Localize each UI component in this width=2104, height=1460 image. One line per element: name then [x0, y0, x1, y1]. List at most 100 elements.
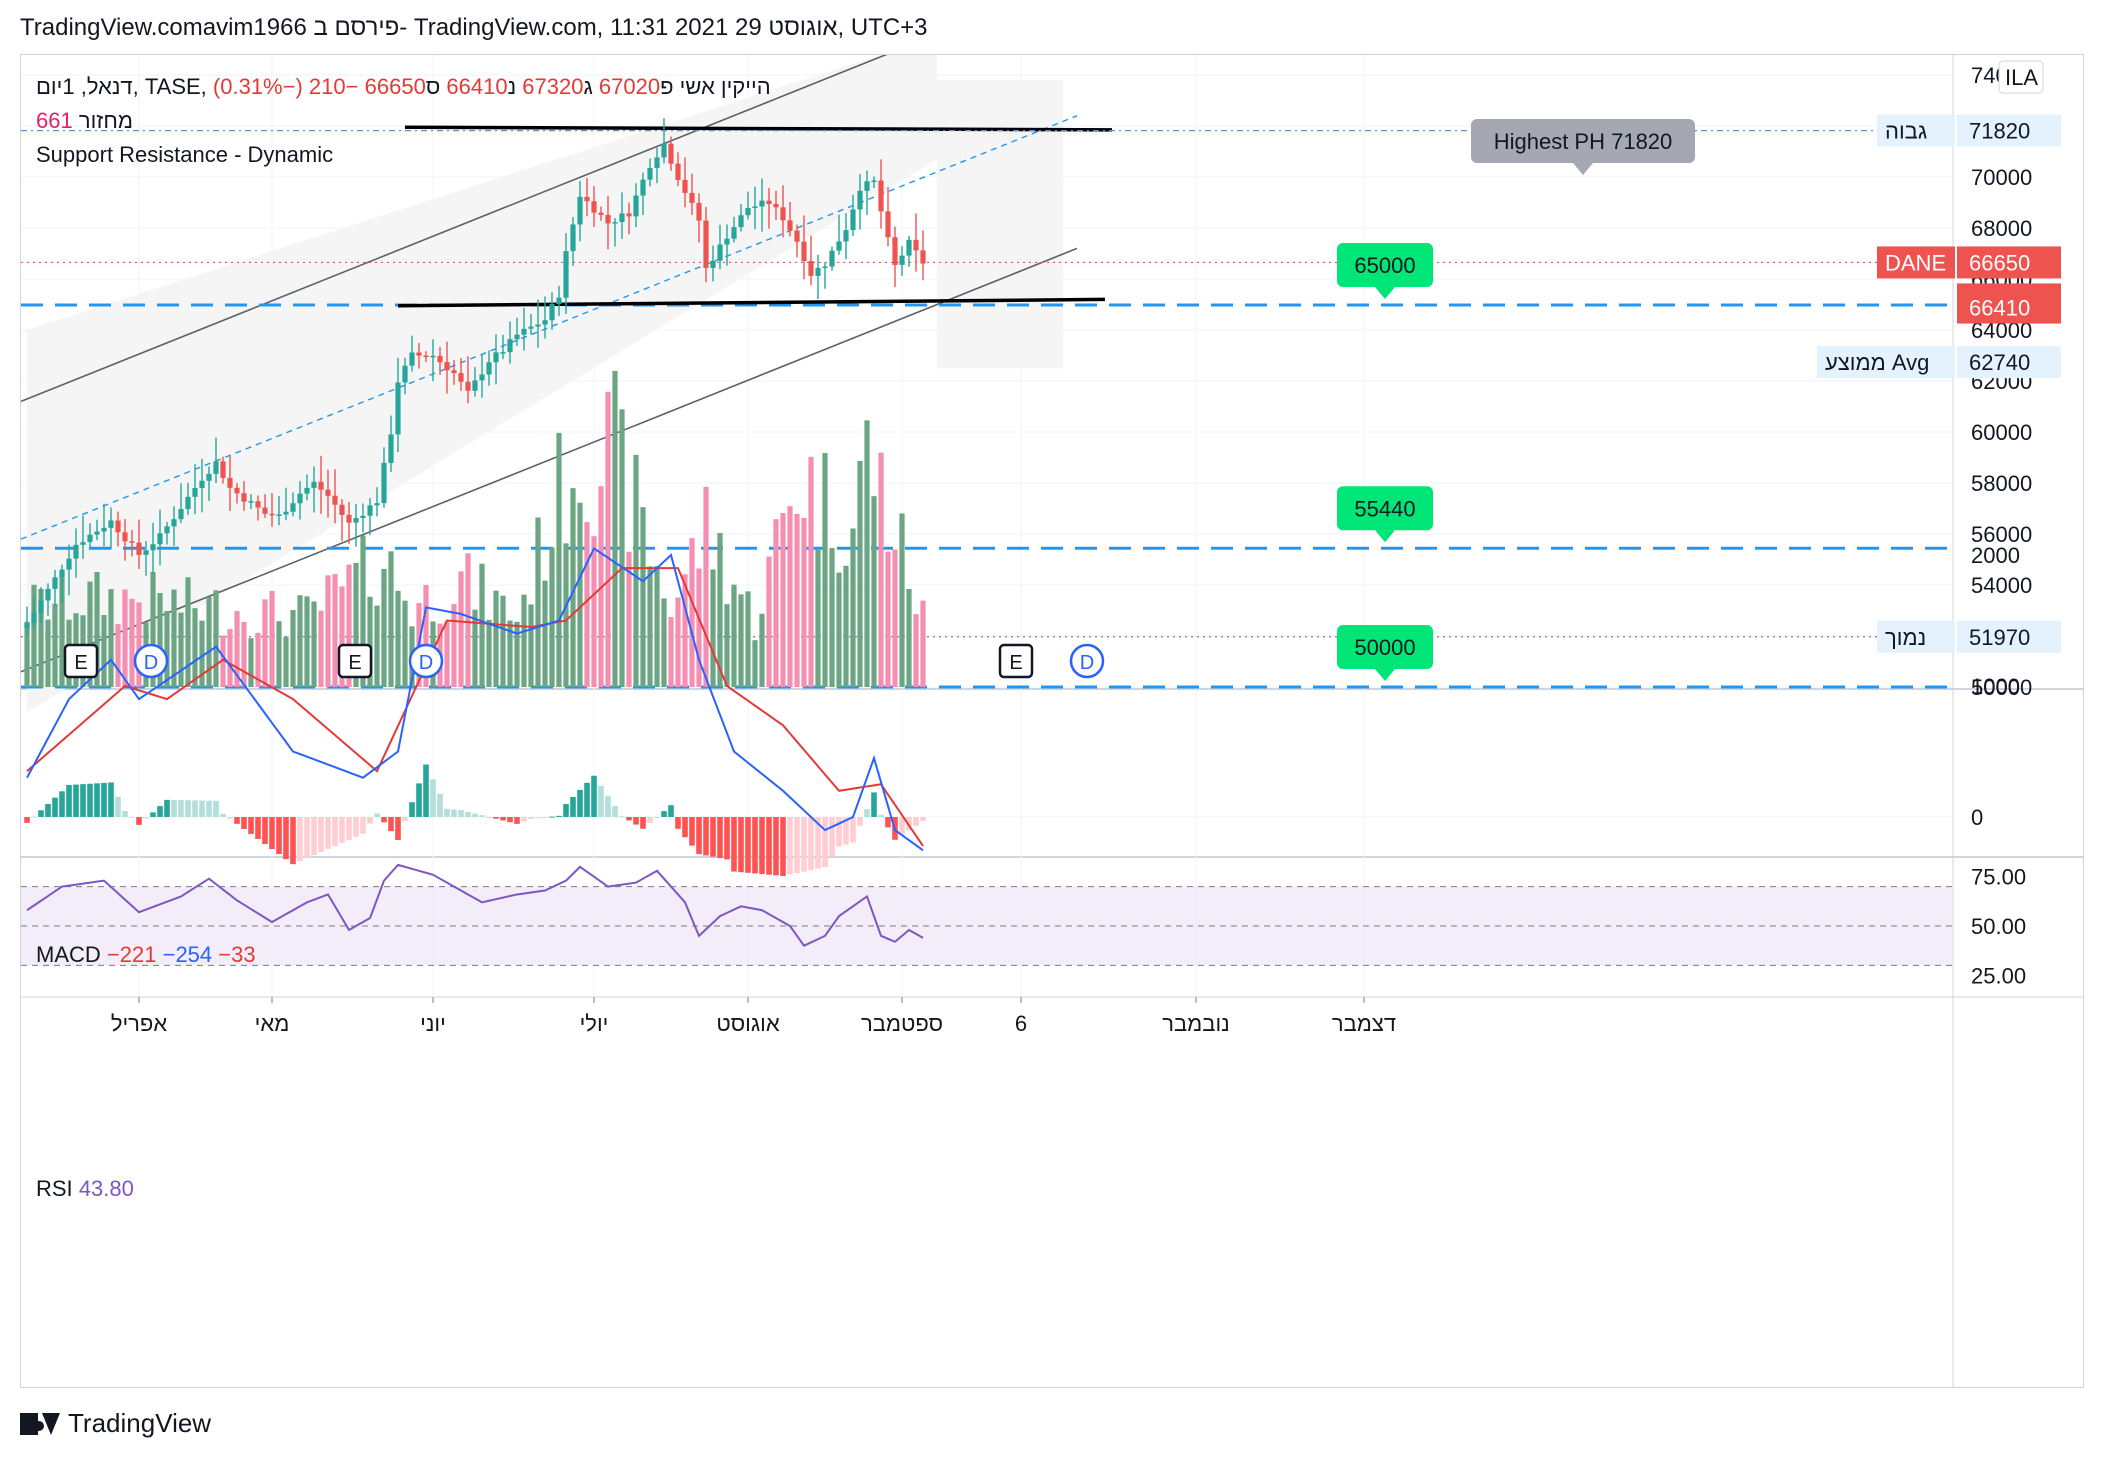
volume-bar — [535, 517, 541, 687]
rsi-legend: RSI 43.80 — [36, 1176, 134, 1202]
price-axis-tag-text: גבוה — [1885, 119, 1927, 144]
legend-indicator[interactable]: Support Resistance - Dynamic — [36, 142, 334, 167]
level-tag — [1337, 625, 1433, 669]
candle-body — [451, 370, 457, 374]
volume-bar — [360, 535, 366, 687]
macd-histogram-bar — [801, 817, 807, 872]
candle-body — [654, 157, 660, 168]
volume-bar — [486, 619, 492, 687]
macd-histogram-bar — [591, 775, 597, 817]
volume-bar — [591, 536, 597, 687]
price-axis-label-box — [1957, 291, 2061, 324]
volume-bar — [332, 574, 338, 687]
price-axis-tag-text: DANE — [1885, 250, 1946, 275]
macd-histogram-bar — [563, 804, 569, 817]
candle-body — [325, 489, 331, 496]
candle-body — [416, 352, 422, 356]
legend-symbol[interactable]: דנאל, 1יום, TASE, הייקין אשי — [36, 74, 771, 99]
volume-bar — [850, 528, 856, 687]
macd-name[interactable]: MACD — [36, 942, 101, 967]
volume-bar — [248, 638, 254, 687]
macd-histogram-bar — [696, 817, 702, 855]
macd-histogram-bar — [556, 815, 562, 817]
volume-bar — [654, 566, 660, 687]
candle-body — [360, 515, 366, 519]
volume-bar — [255, 632, 261, 687]
price-axis-label-value: 51970 — [1969, 625, 2030, 650]
volume-bar — [346, 564, 352, 687]
macd-histogram-bar — [864, 809, 870, 817]
candle-body — [94, 531, 100, 535]
volume-bar — [822, 453, 828, 687]
candle-body — [661, 143, 667, 158]
volume-bar — [675, 597, 681, 687]
price-axis-tag-box — [1877, 620, 1955, 653]
macd-histogram-bar — [843, 817, 849, 845]
volume-bar — [759, 613, 765, 687]
candle-body — [752, 206, 758, 209]
candle-body — [318, 481, 324, 490]
footer-brand: TradingView — [68, 1408, 212, 1438]
volume-bar — [710, 569, 716, 687]
legend-open: 67020 — [598, 74, 661, 99]
candle-body — [780, 207, 786, 221]
macd-histogram-bar — [451, 809, 457, 817]
macd-histogram-bar — [752, 817, 758, 874]
candle-body — [136, 542, 142, 555]
macd-histogram-bar — [885, 817, 891, 828]
macd-histogram-bar — [682, 817, 688, 838]
volume-bar — [703, 486, 709, 687]
candle-body — [794, 230, 800, 242]
candle-body — [906, 239, 912, 256]
volume-bar — [444, 621, 450, 687]
legend: דנאל, 1יום, TASE, הייקין אשי פ67020 ג673… — [36, 70, 771, 172]
macd-histogram-bar — [318, 817, 324, 852]
volume-bar — [451, 604, 457, 687]
volume-bar — [780, 513, 786, 687]
rsi-name[interactable]: RSI — [36, 1176, 73, 1201]
macd-histogram-bar — [24, 817, 30, 823]
candle-body — [80, 542, 86, 545]
volume-bar — [325, 575, 331, 687]
rsi-value: 43.80 — [78, 1176, 134, 1201]
macd-histogram-bar — [150, 812, 156, 817]
tradingview-logo-icon — [20, 1411, 60, 1437]
candle-body — [213, 461, 219, 474]
macd-histogram-bar — [171, 799, 177, 817]
level-tag-label: 50000 — [1354, 635, 1415, 660]
dividend-marker-icon — [408, 643, 444, 679]
candle-body — [108, 520, 114, 528]
candle-body — [374, 503, 380, 506]
macd-histogram-bar — [626, 817, 632, 821]
volume-bar — [199, 620, 205, 687]
candle-body — [521, 328, 527, 335]
time-axis-label: אפריל — [111, 1011, 168, 1036]
macd-histogram-bar — [108, 782, 114, 817]
footer: TradingView — [20, 1408, 211, 1439]
level-tag-pointer — [1375, 669, 1395, 681]
macd-histogram-bar — [122, 811, 128, 817]
chart-frame[interactable]: 7400072000700006800066000640006200060000… — [20, 54, 2084, 1388]
volume-bar — [283, 636, 289, 687]
macd-histogram-bar — [395, 817, 401, 840]
volume-bar — [556, 432, 562, 687]
macd-histogram-bar — [500, 817, 506, 821]
candle-body — [143, 550, 149, 555]
macd-histogram-bar — [255, 817, 261, 839]
volume-bar — [633, 454, 639, 687]
macd-histogram-bar — [38, 810, 44, 817]
volume-bar — [465, 553, 471, 687]
chart-canvas[interactable]: 7400072000700006800066000640006200060000… — [21, 55, 2083, 1387]
volume-bar — [31, 584, 37, 687]
price-axis-label-box — [1957, 620, 2061, 653]
volume-bar — [563, 543, 569, 687]
candle-body — [878, 180, 884, 212]
dividend-marker-label: D — [144, 652, 158, 674]
candle-body — [577, 196, 583, 225]
macd-histogram-bar — [220, 813, 226, 817]
macd-histogram-bar — [59, 791, 65, 817]
candle-body — [724, 238, 730, 245]
candle-body — [248, 501, 254, 503]
macd-histogram-bar — [297, 817, 303, 862]
macd-histogram-bar — [738, 817, 744, 873]
